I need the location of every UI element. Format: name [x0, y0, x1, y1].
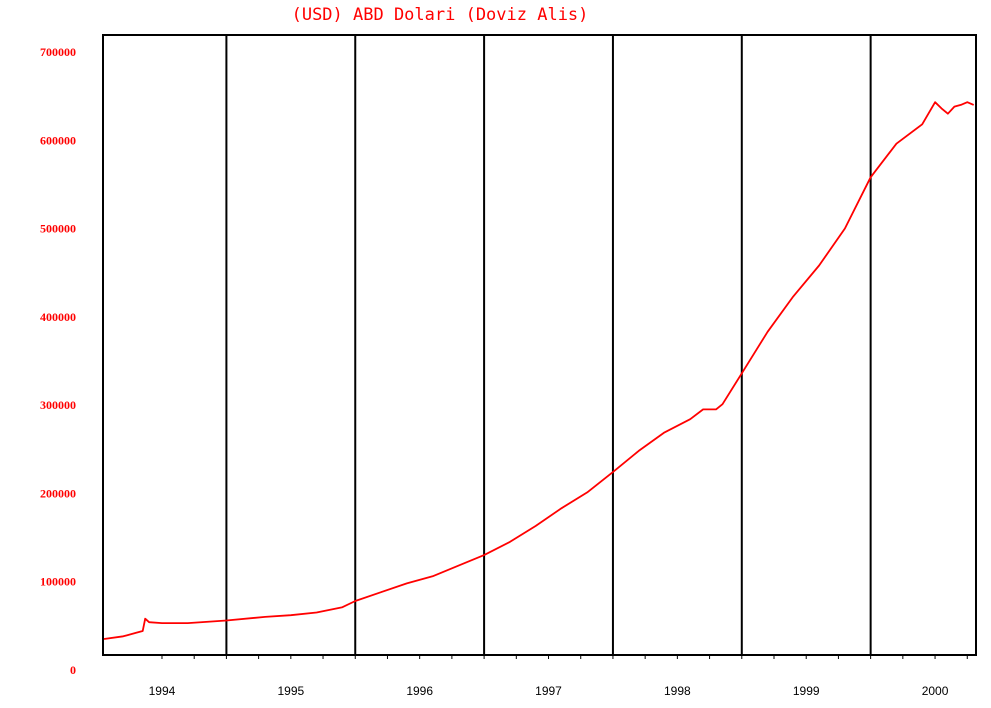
x-tick-label: 1996 — [406, 684, 433, 698]
y-tick-label: 100000 — [40, 575, 76, 589]
usd-rate-line — [103, 101, 975, 640]
year-boundary-lines — [225, 35, 872, 655]
y-tick-label: 500000 — [40, 222, 76, 236]
x-tick-label: 2000 — [922, 684, 949, 698]
x-tick-label: 1995 — [277, 684, 304, 698]
y-axis-tick-labels: 0 100000 200000 300000 400000 500000 600000 700… — [40, 45, 76, 677]
chart-title: (USD) ABD Dolari (Doviz Alis) — [292, 5, 589, 25]
x-axis-tick-labels: 1994 1995 1996 1997 1998 1999 2000 — [149, 684, 949, 698]
y-tick-label: 600000 — [40, 133, 76, 147]
x-tick-label: 1997 — [535, 684, 562, 698]
y-tick-label: 0 — [70, 663, 76, 677]
plot-area-frame — [102, 34, 977, 656]
x-tick-label: 1999 — [793, 684, 820, 698]
x-tick-label: 1998 — [664, 684, 691, 698]
y-tick-label: 200000 — [40, 486, 76, 500]
y-tick-label: 400000 — [40, 310, 76, 324]
x-tick-label: 1994 — [149, 684, 176, 698]
y-tick-label: 300000 — [40, 398, 76, 412]
y-tick-label: 700000 — [40, 45, 76, 59]
x-tick-marks — [161, 654, 968, 659]
